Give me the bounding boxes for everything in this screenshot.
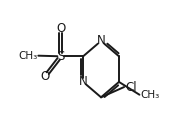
Text: O: O [41,70,50,83]
Text: N: N [97,34,105,47]
Text: Cl: Cl [125,81,137,94]
Text: CH₃: CH₃ [18,51,38,61]
Text: S: S [57,50,64,63]
Text: N: N [79,75,87,88]
Text: O: O [56,22,65,35]
Text: CH₃: CH₃ [141,90,160,100]
